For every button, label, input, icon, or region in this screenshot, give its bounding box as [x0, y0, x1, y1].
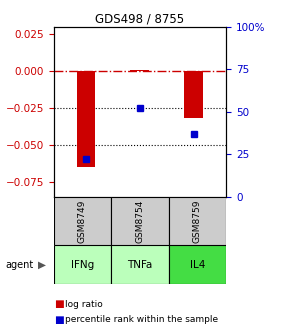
Text: log ratio: log ratio [65, 300, 103, 308]
Title: GDS498 / 8755: GDS498 / 8755 [95, 13, 184, 26]
Text: ■: ■ [54, 315, 64, 325]
Text: ■: ■ [54, 299, 64, 309]
Text: agent: agent [6, 260, 34, 269]
Text: percentile rank within the sample: percentile rank within the sample [65, 316, 218, 324]
Bar [169, 197, 226, 245]
Text: GSM8749: GSM8749 [78, 199, 87, 243]
Text: GSM8759: GSM8759 [193, 199, 202, 243]
Text: IL4: IL4 [190, 260, 205, 269]
Bar [111, 245, 169, 284]
Text: IFNg: IFNg [71, 260, 94, 269]
Bar [77, 71, 95, 167]
Text: ▶: ▶ [38, 260, 46, 269]
Bar [169, 245, 226, 284]
Bar [184, 71, 203, 118]
Bar [111, 197, 169, 245]
Bar [130, 70, 149, 71]
Bar [54, 245, 111, 284]
Bar [54, 197, 111, 245]
Text: TNFa: TNFa [127, 260, 153, 269]
Text: GSM8754: GSM8754 [135, 199, 144, 243]
